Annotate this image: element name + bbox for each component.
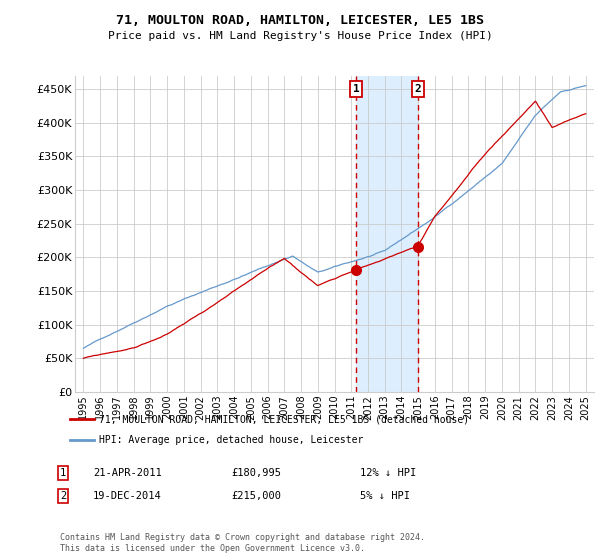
Text: 21-APR-2011: 21-APR-2011 [93,468,162,478]
Text: Price paid vs. HM Land Registry's House Price Index (HPI): Price paid vs. HM Land Registry's House … [107,31,493,41]
Text: 2: 2 [415,84,421,94]
Text: 71, MOULTON ROAD, HAMILTON, LEICESTER, LE5 1BS: 71, MOULTON ROAD, HAMILTON, LEICESTER, L… [116,14,484,27]
Text: 2: 2 [60,491,66,501]
Text: £180,995: £180,995 [231,468,281,478]
Text: 5% ↓ HPI: 5% ↓ HPI [360,491,410,501]
Text: HPI: Average price, detached house, Leicester: HPI: Average price, detached house, Leic… [99,435,364,445]
Text: 1: 1 [353,84,359,94]
Text: 12% ↓ HPI: 12% ↓ HPI [360,468,416,478]
Text: 19-DEC-2014: 19-DEC-2014 [93,491,162,501]
Text: 71, MOULTON ROAD, HAMILTON, LEICESTER, LE5 1BS (detached house): 71, MOULTON ROAD, HAMILTON, LEICESTER, L… [99,414,469,424]
Text: Contains HM Land Registry data © Crown copyright and database right 2024.
This d: Contains HM Land Registry data © Crown c… [60,533,425,553]
Bar [356,76,418,392]
Text: £215,000: £215,000 [231,491,281,501]
Text: 1: 1 [60,468,66,478]
